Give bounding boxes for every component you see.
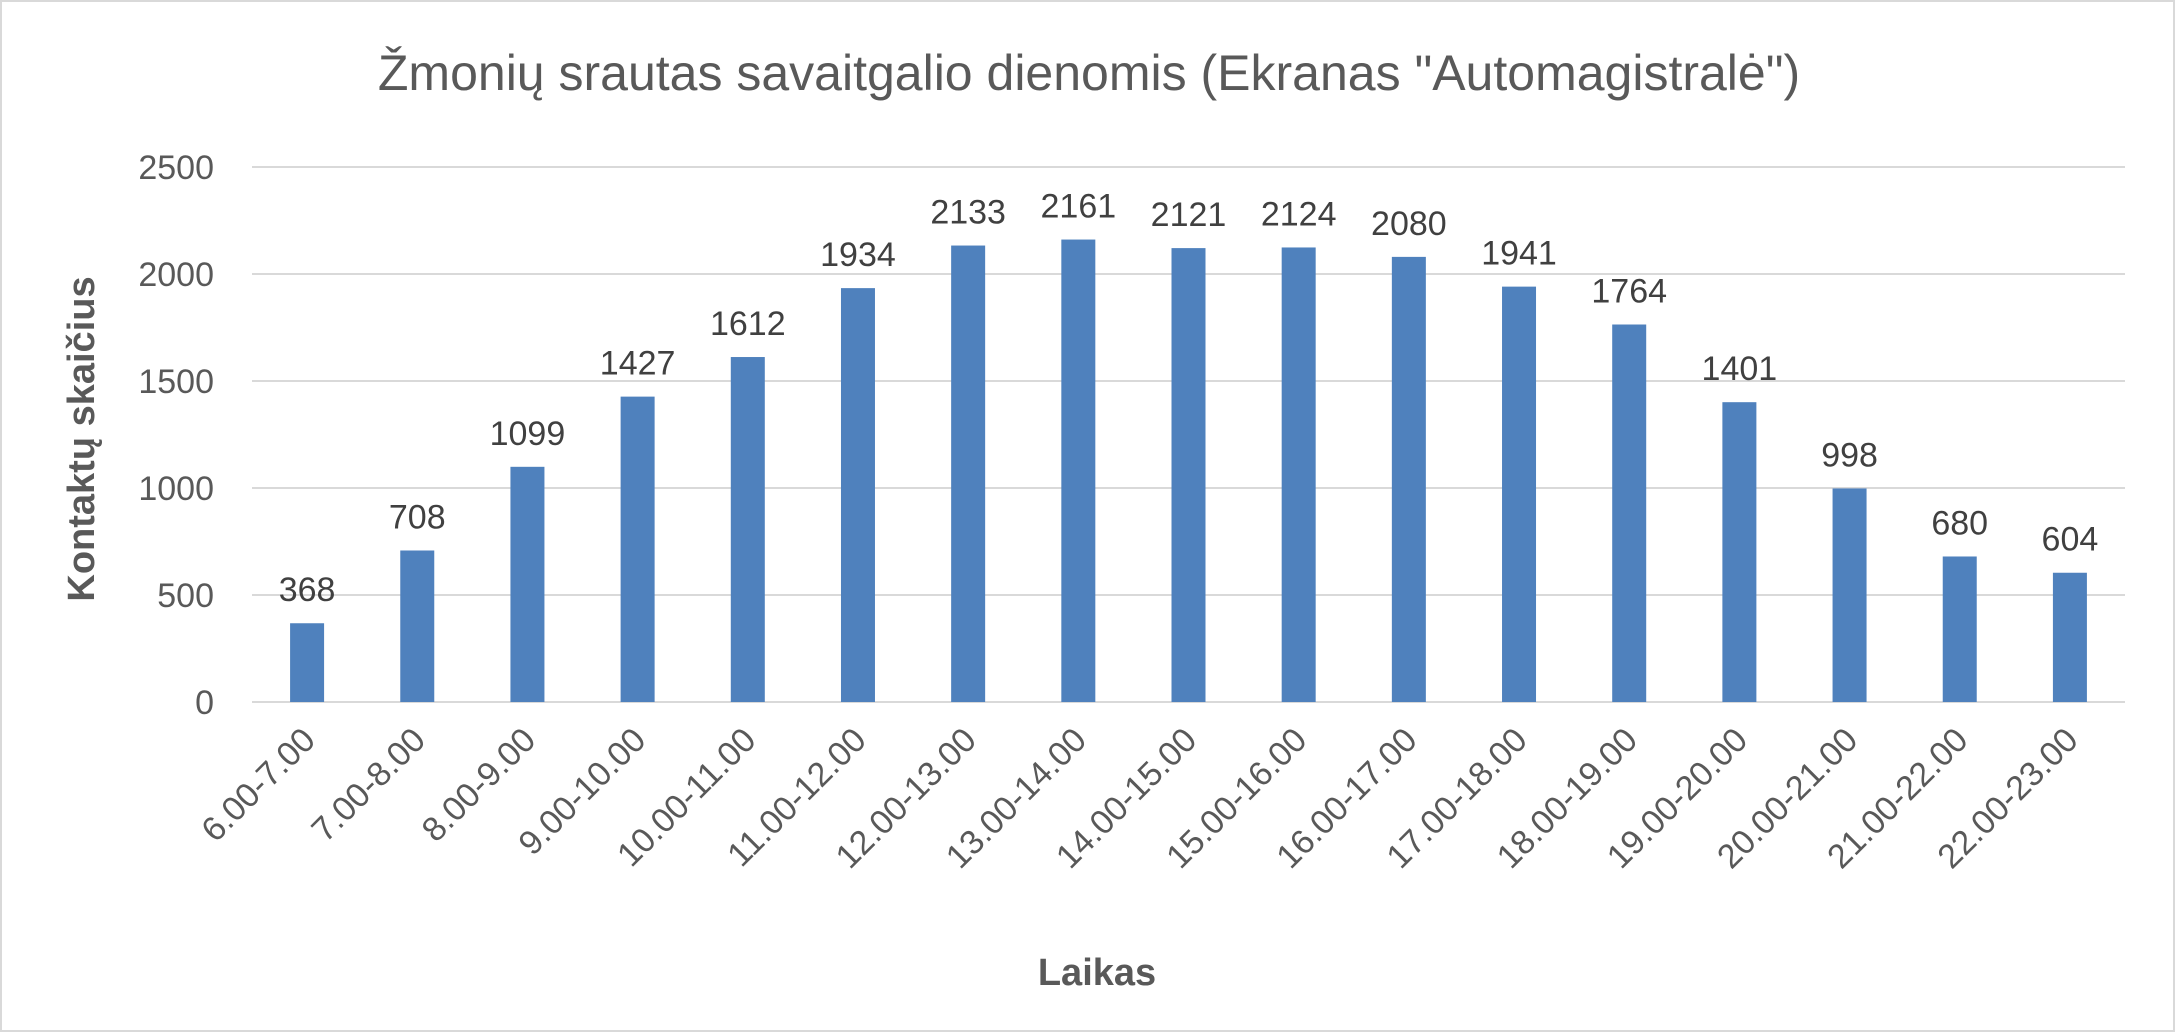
bar	[1061, 239, 1096, 702]
data-label: 368	[279, 571, 336, 609]
bar	[840, 288, 875, 702]
bars	[290, 239, 2087, 703]
data-label: 1401	[1702, 350, 1778, 388]
x-tick-label: 7.00-8.00	[304, 721, 432, 849]
y-tick-label: 2500	[138, 149, 214, 187]
data-label: 2124	[1261, 195, 1337, 233]
bar	[1391, 256, 1426, 702]
chart-title: Žmonių srautas savaitgalio dienomis (Ekr…	[378, 45, 1800, 101]
data-label: 2161	[1041, 188, 1117, 226]
y-axis-title: Kontaktų skaičius	[61, 276, 103, 601]
x-axis-ticks: 6.00-7.007.00-8.008.00-9.009.00-10.0010.…	[194, 721, 2085, 876]
y-tick-label: 1500	[138, 363, 214, 401]
bar	[400, 550, 435, 702]
data-labels: 368 708 1099 1427 1612 1934 2133 2161 2121 2124 20…	[279, 188, 2099, 610]
x-tick-label: 6.00-7.00	[194, 721, 322, 849]
y-tick-label: 0	[195, 684, 214, 722]
y-tick-label: 500	[157, 577, 214, 615]
bar	[620, 396, 655, 702]
data-label: 1612	[710, 305, 786, 343]
bar	[2052, 572, 2087, 702]
bar	[1942, 556, 1977, 702]
bar	[290, 623, 325, 702]
bar	[1722, 402, 1757, 702]
bar	[730, 357, 765, 702]
bar	[1281, 247, 1316, 703]
x-axis-title: Laikas	[1038, 952, 1156, 994]
data-label: 998	[1821, 436, 1878, 474]
bar	[1171, 248, 1206, 702]
y-axis-ticks: 0 500 1000 1500 2000 2500	[138, 149, 214, 722]
data-label: 1427	[600, 345, 676, 383]
data-label: 1934	[820, 236, 896, 274]
data-label: 1764	[1591, 273, 1667, 311]
data-label: 604	[2042, 521, 2099, 559]
data-label: 1099	[490, 415, 566, 453]
data-label: 2121	[1151, 196, 1227, 234]
bar	[510, 466, 545, 702]
y-tick-label: 1000	[138, 470, 214, 508]
data-label: 708	[389, 498, 446, 536]
data-label: 680	[1931, 504, 1988, 542]
data-label: 1941	[1481, 235, 1557, 273]
data-label: 2080	[1371, 205, 1447, 243]
data-label: 2133	[930, 194, 1006, 232]
bar	[951, 245, 986, 702]
y-tick-label: 2000	[138, 256, 214, 294]
bar	[1832, 488, 1867, 702]
bar	[1612, 324, 1647, 702]
bar	[1502, 286, 1537, 702]
